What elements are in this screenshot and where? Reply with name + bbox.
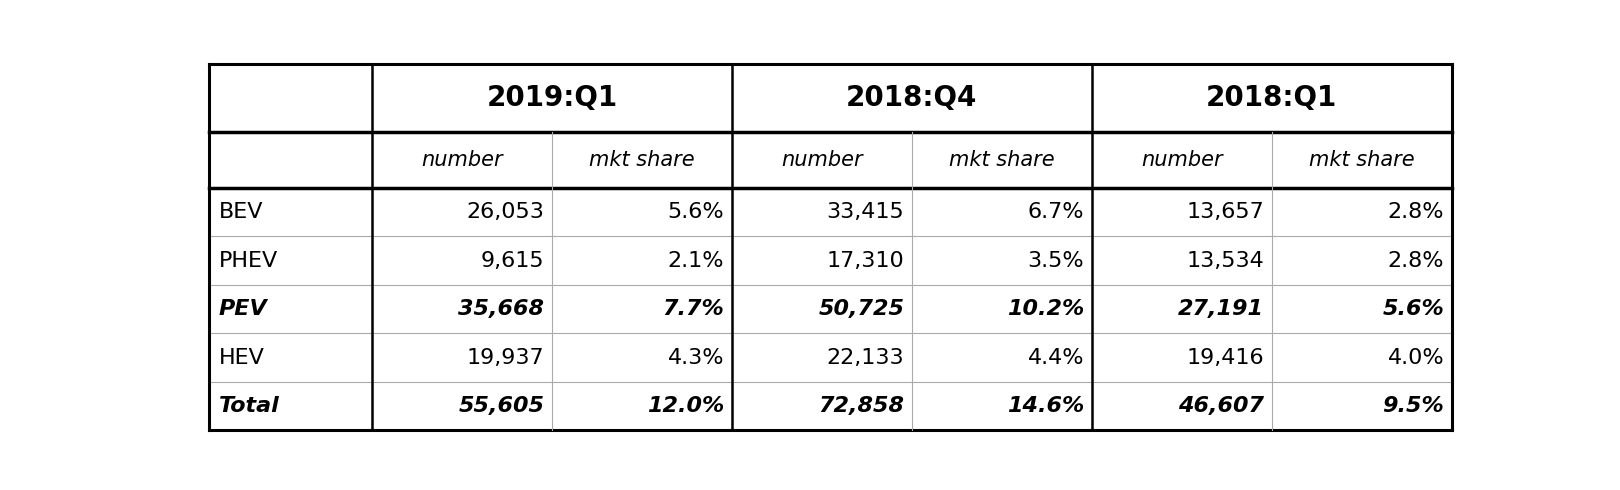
Text: 22,133: 22,133 [826, 347, 904, 368]
Text: 4.0%: 4.0% [1388, 347, 1443, 368]
Text: PHEV: PHEV [219, 250, 279, 270]
Text: 2.1%: 2.1% [667, 250, 724, 270]
Text: 46,607: 46,607 [1178, 396, 1264, 416]
Text: 27,191: 27,191 [1178, 299, 1264, 319]
Text: 6.7%: 6.7% [1027, 202, 1084, 222]
Text: 17,310: 17,310 [826, 250, 904, 270]
Text: HEV: HEV [219, 347, 264, 368]
Text: 5.6%: 5.6% [1382, 299, 1443, 319]
Text: 2.8%: 2.8% [1388, 202, 1443, 222]
Text: 14.6%: 14.6% [1008, 396, 1084, 416]
Text: number: number [781, 149, 863, 170]
Text: 55,605: 55,605 [458, 396, 544, 416]
Text: 2.8%: 2.8% [1388, 250, 1443, 270]
Text: mkt share: mkt share [1309, 149, 1414, 170]
Text: 9,615: 9,615 [481, 250, 544, 270]
Text: PEV: PEV [219, 299, 267, 319]
Text: BEV: BEV [219, 202, 264, 222]
Text: 2018:Q1: 2018:Q1 [1207, 84, 1338, 112]
Text: mkt share: mkt share [590, 149, 695, 170]
Text: 72,858: 72,858 [818, 396, 904, 416]
Text: 10.2%: 10.2% [1008, 299, 1084, 319]
Text: 19,416: 19,416 [1186, 347, 1264, 368]
Text: number: number [421, 149, 502, 170]
Text: 19,937: 19,937 [467, 347, 544, 368]
Text: 33,415: 33,415 [826, 202, 904, 222]
Text: 12.0%: 12.0% [646, 396, 724, 416]
Text: 2018:Q4: 2018:Q4 [846, 84, 977, 112]
Text: 5.6%: 5.6% [667, 202, 724, 222]
Text: 9.5%: 9.5% [1382, 396, 1443, 416]
Text: 2019:Q1: 2019:Q1 [486, 84, 617, 112]
Text: 4.3%: 4.3% [667, 347, 724, 368]
Text: 3.5%: 3.5% [1027, 250, 1084, 270]
Text: 4.4%: 4.4% [1027, 347, 1084, 368]
Text: 13,657: 13,657 [1186, 202, 1264, 222]
Text: mkt share: mkt share [949, 149, 1055, 170]
Text: 13,534: 13,534 [1186, 250, 1264, 270]
Text: number: number [1140, 149, 1223, 170]
Text: 50,725: 50,725 [818, 299, 904, 319]
Text: 26,053: 26,053 [467, 202, 544, 222]
Text: 35,668: 35,668 [458, 299, 544, 319]
Text: 7.7%: 7.7% [663, 299, 724, 319]
Text: Total: Total [219, 396, 280, 416]
